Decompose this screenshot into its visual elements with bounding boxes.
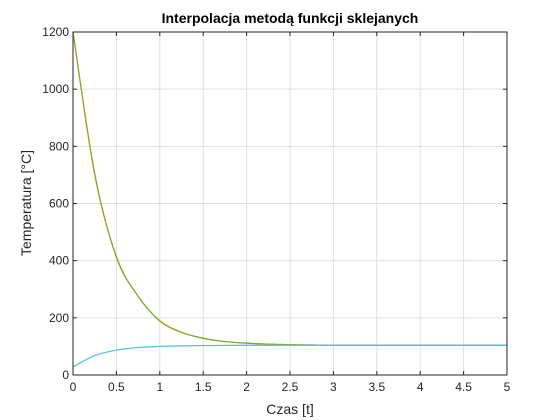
y-tick-label: 1200 bbox=[42, 25, 69, 39]
x-tick-label: 3 bbox=[330, 380, 337, 394]
y-tick-label: 600 bbox=[49, 197, 69, 211]
x-tick-label: 0.5 bbox=[108, 380, 125, 394]
x-tick-label: 3.5 bbox=[368, 380, 385, 394]
series-lines bbox=[72, 31, 507, 368]
y-tick-label: 200 bbox=[49, 311, 69, 325]
series-line-3 bbox=[72, 344, 507, 368]
y-tick-label: 1000 bbox=[42, 82, 69, 96]
y-tick-label: 400 bbox=[49, 254, 69, 268]
x-tick-label: 4 bbox=[417, 380, 424, 394]
x-tick-label: 1 bbox=[156, 380, 163, 394]
x-tick-label: 1.5 bbox=[195, 380, 212, 394]
chart-title: Interpolacja metodą funkcji sklejanych bbox=[162, 10, 419, 26]
y-ticks: 0 200 400 600 800 1000 1200 bbox=[42, 25, 507, 382]
x-ticks: 0 0.5 1 1.5 2 2.5 3 3.5 4 4.5 5 bbox=[70, 32, 511, 394]
y-tick-label: 800 bbox=[49, 139, 69, 153]
x-tick-label: 5 bbox=[504, 380, 511, 394]
y-tick-label: 0 bbox=[62, 368, 69, 382]
y-axis-label: Temperatura [°C] bbox=[18, 150, 34, 256]
x-axis-label: Czas [t] bbox=[266, 401, 313, 417]
x-tick-label: 2 bbox=[243, 380, 250, 394]
x-tick-label: 4.5 bbox=[455, 380, 472, 394]
x-tick-label: 2.5 bbox=[282, 380, 299, 394]
x-tick-label: 0 bbox=[70, 380, 77, 394]
